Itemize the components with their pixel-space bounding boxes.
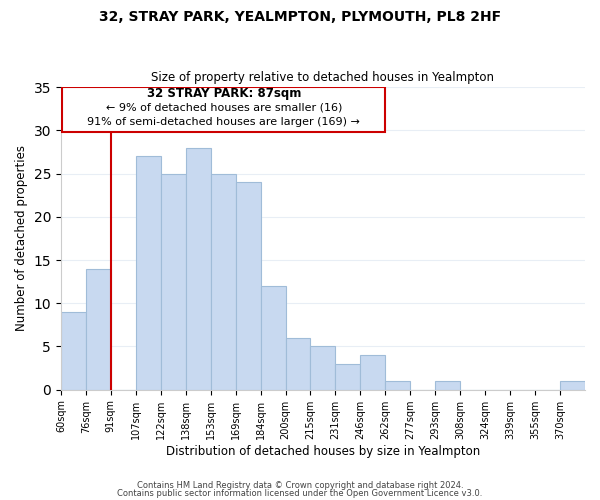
- Text: Contains public sector information licensed under the Open Government Licence v3: Contains public sector information licen…: [118, 488, 482, 498]
- Bar: [211, 174, 236, 390]
- Text: Contains HM Land Registry data © Crown copyright and database right 2024.: Contains HM Land Registry data © Crown c…: [137, 481, 463, 490]
- Bar: [560, 381, 585, 390]
- Bar: [435, 381, 460, 390]
- Title: Size of property relative to detached houses in Yealmpton: Size of property relative to detached ho…: [151, 72, 494, 85]
- Text: 32 STRAY PARK: 87sqm: 32 STRAY PARK: 87sqm: [146, 86, 301, 100]
- Text: ← 9% of detached houses are smaller (16): ← 9% of detached houses are smaller (16): [106, 103, 342, 113]
- Text: 91% of semi-detached houses are larger (169) →: 91% of semi-detached houses are larger (…: [88, 116, 360, 126]
- Text: 32, STRAY PARK, YEALMPTON, PLYMOUTH, PL8 2HF: 32, STRAY PARK, YEALMPTON, PLYMOUTH, PL8…: [99, 10, 501, 24]
- Bar: [86, 268, 111, 390]
- Bar: [161, 174, 185, 390]
- Bar: [136, 156, 161, 390]
- Bar: [236, 182, 260, 390]
- Bar: [335, 364, 361, 390]
- Y-axis label: Number of detached properties: Number of detached properties: [15, 146, 28, 332]
- Bar: [310, 346, 335, 390]
- X-axis label: Distribution of detached houses by size in Yealmpton: Distribution of detached houses by size …: [166, 444, 480, 458]
- Bar: [385, 381, 410, 390]
- Bar: [61, 312, 86, 390]
- Bar: [185, 148, 211, 390]
- Bar: [286, 338, 310, 390]
- Bar: [62, 87, 385, 132]
- Bar: [361, 355, 385, 390]
- Bar: [260, 286, 286, 390]
